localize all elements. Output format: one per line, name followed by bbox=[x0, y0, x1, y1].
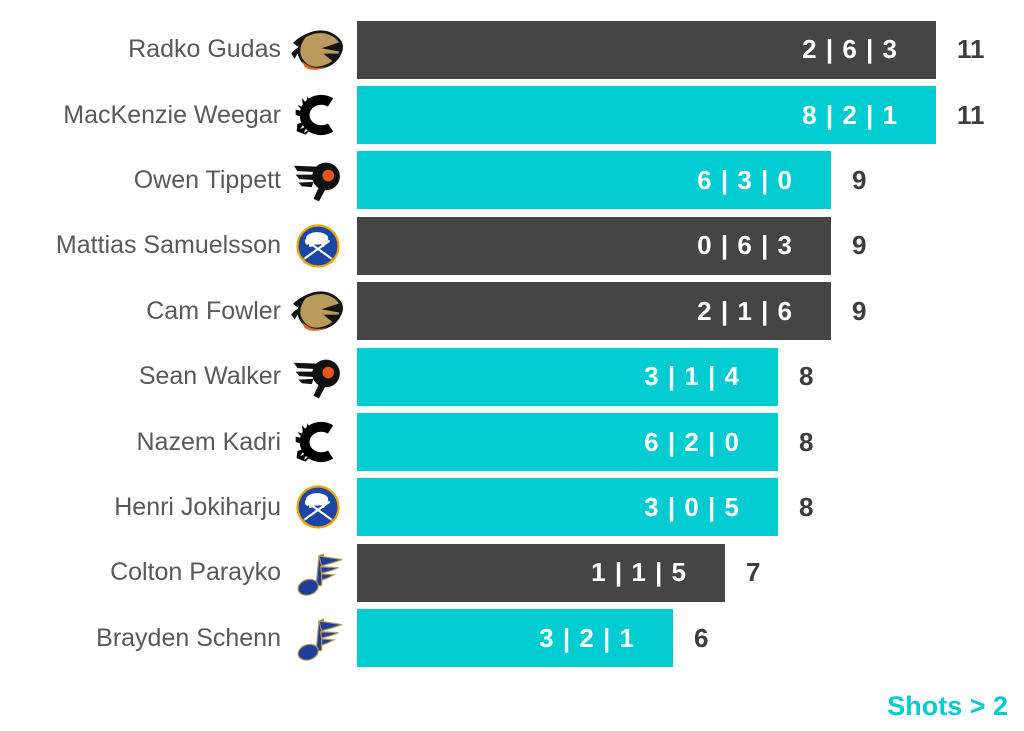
player-row: Mattias Samuelsson 0 | 6 | 3 9 bbox=[0, 213, 1024, 278]
st-louis-blues-logo-icon bbox=[289, 613, 347, 663]
bar-segments-label: 2 | 1 | 6 bbox=[697, 295, 793, 326]
player-label-cell: Brayden Schenn bbox=[0, 613, 357, 663]
shots-bar[interactable]: 3 | 2 | 1 bbox=[357, 609, 673, 668]
bar-total-label: 9 bbox=[852, 230, 867, 261]
player-row: Sean Walker 3 | 1 | 4 8 bbox=[0, 344, 1024, 409]
player-row: Henri Jokiharju 3 | 0 | 5 8 bbox=[0, 475, 1024, 540]
philadelphia-flyers-logo-icon bbox=[289, 155, 347, 205]
bar-segments-label: 6 | 2 | 0 bbox=[644, 426, 740, 457]
chart-footer-label: Shots > 2 bbox=[887, 691, 1008, 721]
bar-total-label: 11 bbox=[957, 99, 985, 130]
player-label-cell: Mattias Samuelsson bbox=[0, 221, 357, 271]
player-name: Colton Parayko bbox=[110, 558, 281, 587]
player-label-cell: MacKenzie Weegar bbox=[0, 90, 357, 140]
player-label-cell: Radko Gudas bbox=[0, 25, 357, 75]
bar-total-label: 8 bbox=[799, 491, 814, 522]
bar-total-label: 8 bbox=[799, 361, 814, 392]
player-label-cell: Nazem Kadri bbox=[0, 417, 357, 467]
player-row: Radko Gudas 2 | 6 | 3 11 bbox=[0, 17, 1024, 82]
calgary-flames-logo-icon bbox=[289, 90, 347, 140]
shots-bar[interactable]: 2 | 6 | 3 bbox=[357, 20, 936, 79]
player-label-cell: Henri Jokiharju bbox=[0, 482, 357, 532]
st-louis-blues-logo-icon bbox=[289, 548, 347, 598]
player-name: Cam Fowler bbox=[146, 296, 281, 325]
bar-segments-label: 8 | 2 | 1 bbox=[802, 99, 898, 130]
bar-segments-label: 2 | 6 | 3 bbox=[802, 34, 898, 65]
player-name: Mattias Samuelsson bbox=[55, 231, 281, 260]
player-label-cell: Colton Parayko bbox=[0, 548, 357, 598]
shots-bar[interactable]: 6 | 3 | 0 bbox=[357, 151, 831, 210]
shots-bar[interactable]: 0 | 6 | 3 bbox=[357, 216, 831, 275]
anaheim-ducks-logo-icon bbox=[289, 286, 347, 336]
player-label-cell: Owen Tippett bbox=[0, 155, 357, 205]
anaheim-ducks-logo-icon bbox=[289, 25, 347, 75]
shots-bar[interactable]: 8 | 2 | 1 bbox=[357, 86, 936, 145]
bar-segments-label: 0 | 6 | 3 bbox=[697, 230, 793, 261]
player-name: Radko Gudas bbox=[128, 35, 281, 64]
shots-bar[interactable]: 3 | 1 | 4 bbox=[357, 347, 778, 406]
bar-segments-label: 1 | 1 | 5 bbox=[591, 557, 687, 588]
player-name: Sean Walker bbox=[138, 362, 281, 391]
bar-segments-label: 3 | 1 | 4 bbox=[644, 361, 740, 392]
player-name: Henri Jokiharju bbox=[114, 492, 281, 521]
player-label-cell: Cam Fowler bbox=[0, 286, 357, 336]
player-name: MacKenzie Weegar bbox=[63, 100, 281, 129]
shots-bar[interactable]: 6 | 2 | 0 bbox=[357, 413, 778, 472]
player-label-cell: Sean Walker bbox=[0, 352, 357, 402]
philadelphia-flyers-logo-icon bbox=[289, 352, 347, 402]
bar-total-label: 8 bbox=[799, 426, 814, 457]
player-name: Nazem Kadri bbox=[136, 427, 282, 456]
bar-total-label: 6 bbox=[694, 622, 709, 653]
shots-bar[interactable]: 3 | 0 | 5 bbox=[357, 478, 778, 537]
bar-total-label: 9 bbox=[852, 295, 867, 326]
bar-total-label: 9 bbox=[852, 164, 867, 195]
chart-rows: Radko Gudas 2 | 6 | 3 11 MacKenzie Weega… bbox=[0, 17, 1024, 671]
player-name: Brayden Schenn bbox=[96, 623, 281, 652]
bar-segments-label: 6 | 3 | 0 bbox=[697, 164, 793, 195]
player-row: Owen Tippett 6 | 3 | 0 9 bbox=[0, 148, 1024, 213]
bar-segments-label: 3 | 0 | 5 bbox=[644, 491, 740, 522]
buffalo-sabres-logo-icon bbox=[289, 221, 347, 271]
player-row: Brayden Schenn 3 | 2 | 1 6 bbox=[0, 606, 1024, 671]
player-row: Cam Fowler 2 | 1 | 6 9 bbox=[0, 279, 1024, 344]
player-row: Nazem Kadri 6 | 2 | 0 8 bbox=[0, 409, 1024, 474]
player-name: Owen Tippett bbox=[133, 165, 281, 194]
buffalo-sabres-logo-icon bbox=[289, 482, 347, 532]
player-row: Colton Parayko 1 | 1 | 5 7 bbox=[0, 540, 1024, 605]
shots-bar[interactable]: 1 | 1 | 5 bbox=[357, 543, 725, 602]
calgary-flames-logo-icon bbox=[289, 417, 347, 467]
bar-segments-label: 3 | 2 | 1 bbox=[539, 622, 635, 653]
bar-total-label: 7 bbox=[746, 557, 761, 588]
shots-bar[interactable]: 2 | 1 | 6 bbox=[357, 282, 831, 341]
player-row: MacKenzie Weegar 8 | 2 | 1 11 bbox=[0, 82, 1024, 147]
bar-total-label: 11 bbox=[957, 34, 985, 65]
